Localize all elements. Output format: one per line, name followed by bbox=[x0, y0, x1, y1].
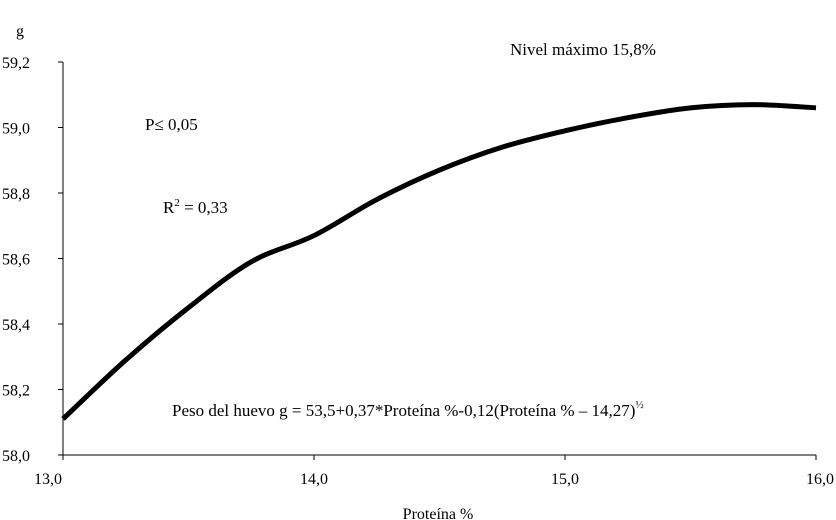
y-tick-label: 58,4 bbox=[2, 317, 30, 334]
y-ticks: 58,0 58,2 58,4 58,6 58,8 59,0 59,2 bbox=[2, 55, 63, 465]
p-value-annotation: P≤ 0,05 bbox=[145, 115, 198, 134]
series-line bbox=[61, 102, 817, 421]
x-ticks: 13,0 14,0 15,0 16,0 bbox=[34, 455, 834, 488]
y-tick-label: 58,2 bbox=[2, 383, 30, 400]
r2-superscript: 2 bbox=[174, 197, 180, 209]
x-tick-label: 14,0 bbox=[300, 471, 328, 488]
max-level-annotation: Nivel máximo 15,8% bbox=[510, 40, 656, 59]
y-tick-label: 58,8 bbox=[2, 186, 30, 203]
y-tick-label: 58,6 bbox=[2, 252, 30, 269]
equation-main: Peso del huevo g = 53,5+0,37*Proteína %-… bbox=[172, 401, 635, 420]
x-tick-label: 13,0 bbox=[34, 471, 62, 488]
equation-annotation: Peso del huevo g = 53,5+0,37*Proteína %-… bbox=[172, 399, 644, 420]
y-tick-label: 59,2 bbox=[2, 55, 30, 72]
r2-annotation: R2 = 0,33 bbox=[163, 197, 228, 217]
y-tick-label: 59,0 bbox=[2, 121, 30, 138]
r2-value: = 0,33 bbox=[180, 198, 228, 217]
y-axis-label: g bbox=[16, 23, 24, 40]
y-tick-label: 58,0 bbox=[2, 448, 30, 465]
r2-prefix: R bbox=[163, 198, 175, 217]
x-tick-label: 15,0 bbox=[551, 471, 579, 488]
x-tick-label: 16,0 bbox=[806, 471, 834, 488]
x-axis-label: Proteína % bbox=[403, 506, 474, 520]
equation-superscript: ½ bbox=[635, 399, 643, 411]
